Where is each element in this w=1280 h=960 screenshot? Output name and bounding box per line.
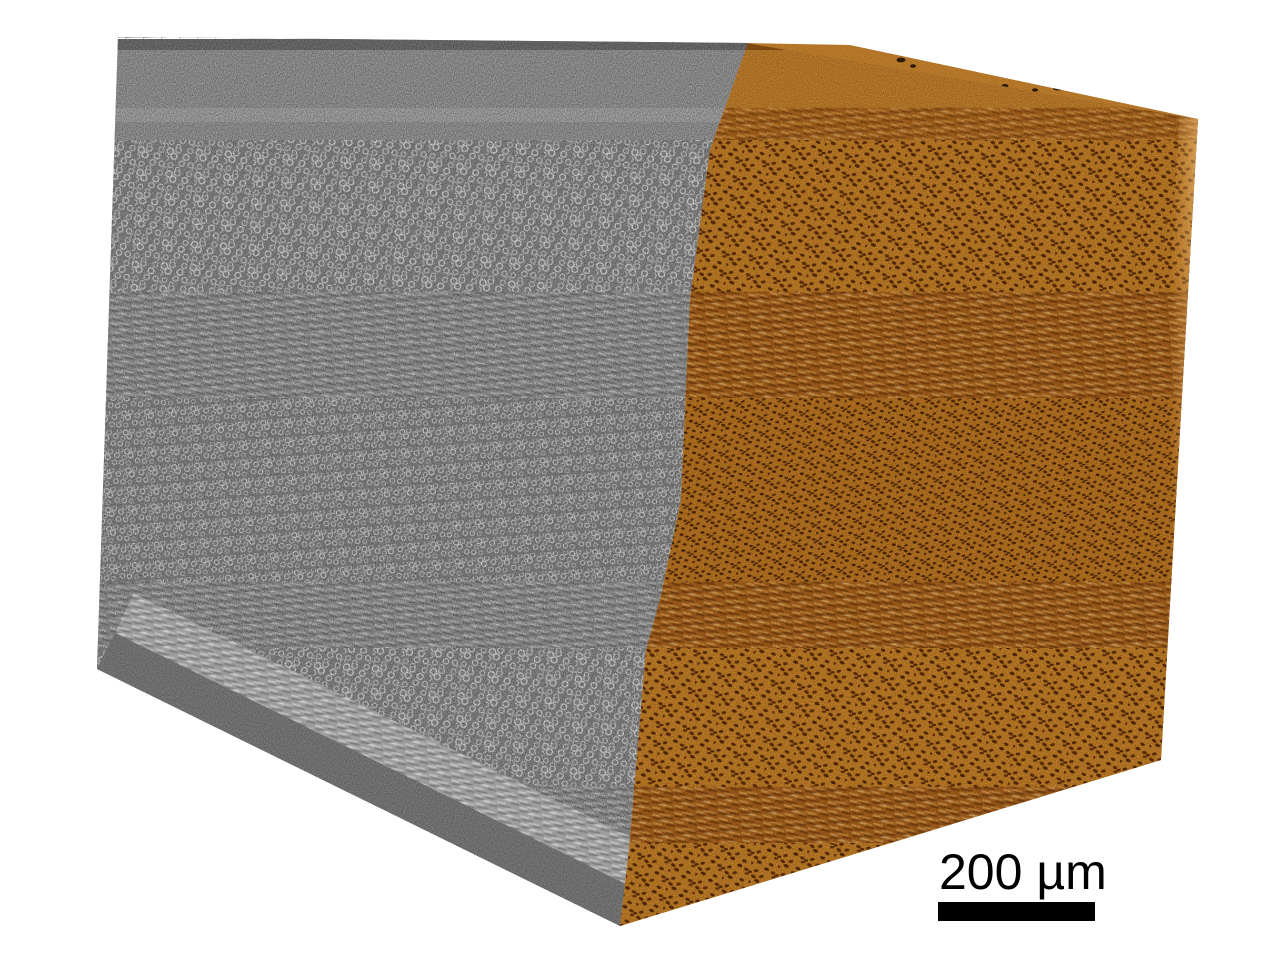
svg-text:200 µm: 200 µm [939, 844, 1107, 900]
